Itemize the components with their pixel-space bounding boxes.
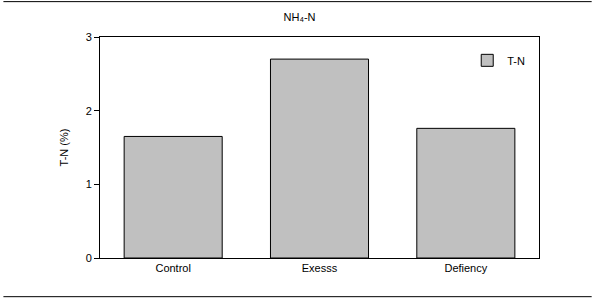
svg-text:Control: Control bbox=[155, 262, 190, 274]
svg-text:Exesss: Exesss bbox=[302, 262, 338, 274]
svg-text:0: 0 bbox=[86, 252, 92, 264]
svg-text:NH₄-N: NH₄-N bbox=[284, 11, 316, 23]
svg-text:2: 2 bbox=[86, 105, 92, 117]
svg-text:T-N (%): T-N (%) bbox=[58, 129, 70, 167]
svg-text:3: 3 bbox=[86, 31, 92, 43]
svg-text:1: 1 bbox=[86, 178, 92, 190]
svg-text:T-N: T-N bbox=[507, 55, 525, 67]
svg-text:Defiency: Defiency bbox=[444, 262, 487, 274]
